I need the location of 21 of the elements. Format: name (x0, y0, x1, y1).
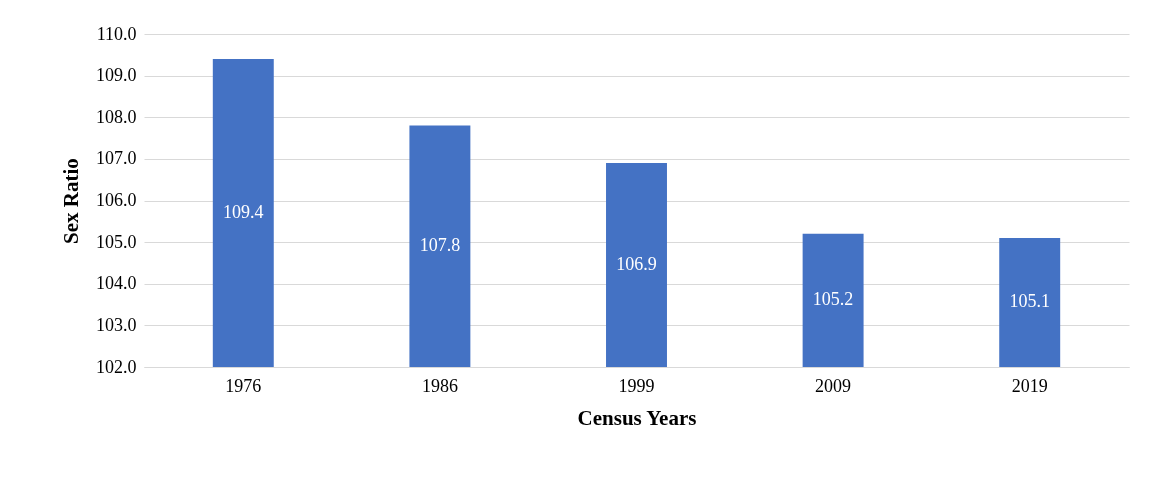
x-tick-label: 1999 (618, 375, 655, 396)
x-tick-label: 2009 (815, 375, 852, 396)
y-tick-label: 108.0 (96, 106, 137, 127)
y-axis-title: Sex Ratio (59, 158, 83, 244)
x-tick-label: 2019 (1011, 375, 1048, 396)
data-label: 105.2 (812, 289, 854, 310)
y-tick-label: 105.0 (96, 231, 137, 252)
y-tick-label: 107.0 (96, 148, 137, 169)
y-tick-label: 109.0 (96, 65, 137, 86)
y-tick-label: 110.0 (96, 23, 137, 44)
y-tick-label: 106.0 (96, 190, 137, 210)
data-label: 106.9 (616, 254, 657, 275)
x-tick-label: 1976 (225, 375, 262, 396)
y-tick-label: 103.0 (96, 314, 137, 335)
x-axis-title: Census Years (577, 405, 697, 430)
x-tick-label: 1986 (421, 375, 458, 396)
data-label: 107.8 (419, 235, 461, 256)
y-tick-label: 104.0 (96, 273, 137, 294)
data-label: 105.1 (1009, 291, 1050, 312)
data-label: 109.4 (223, 201, 264, 222)
y-tick-label: 102.0 (96, 356, 137, 377)
